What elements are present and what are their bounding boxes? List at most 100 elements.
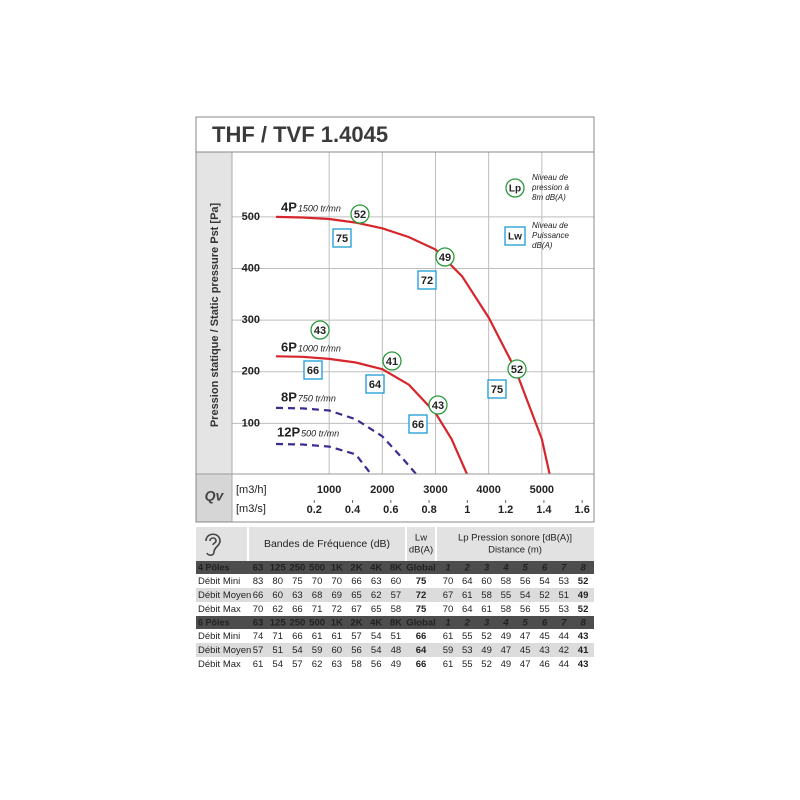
cell-value: 70	[443, 576, 454, 587]
x2-tick-label: 1.4	[536, 504, 552, 516]
cell-value: 56	[520, 576, 531, 587]
lw-marker	[417, 270, 437, 290]
table-row	[196, 657, 594, 671]
cell-value: 43	[539, 645, 550, 656]
group-name: 4 Pôles	[198, 562, 230, 572]
lp-marker	[507, 359, 527, 379]
cell-value: 47	[501, 645, 512, 656]
cell-value: 49	[501, 631, 512, 642]
series-name: 6P	[281, 339, 297, 354]
cell-value: 65	[351, 590, 362, 601]
column-header: 1K	[331, 618, 343, 629]
x2-tick-label: 1	[464, 504, 470, 516]
qv-panel	[196, 474, 232, 522]
lw-marker	[303, 360, 323, 380]
column-header: 6	[542, 563, 548, 574]
column-header: 5	[523, 618, 529, 629]
cell-value: 57	[351, 631, 362, 642]
column-header: 8	[580, 618, 586, 629]
cell-value: 47	[520, 631, 531, 642]
table-row	[196, 588, 594, 602]
cell-value: 61	[443, 631, 454, 642]
cell-value: 62	[272, 604, 283, 615]
cell-value: 57	[391, 590, 402, 601]
legend-text: Puissance	[532, 231, 569, 240]
cell-value: 52	[539, 590, 550, 601]
column-header: Global	[406, 563, 436, 574]
x2-tick-label: 0.2	[307, 504, 322, 516]
ear-shape	[209, 537, 217, 546]
y-tick-label: 200	[242, 366, 260, 378]
cell-value: 72	[416, 590, 427, 601]
cell-value: 41	[578, 645, 589, 656]
cell-value: 67	[351, 604, 362, 615]
cell-value: 71	[312, 604, 323, 615]
curve	[275, 355, 469, 476]
cell-value: 48	[391, 645, 402, 656]
table-header	[196, 527, 594, 561]
cell-value: 51	[272, 645, 283, 656]
lp-value: 43	[314, 325, 326, 337]
cell-value: 54	[520, 590, 531, 601]
cell-value: 61	[462, 590, 473, 601]
lp-value: 52	[511, 364, 523, 376]
x2-tick-label: 1.6	[575, 504, 590, 516]
lw-marker	[365, 374, 385, 394]
column-header: 125	[270, 563, 287, 574]
lw-title: dB(A)	[409, 545, 433, 556]
series-name: 4P	[281, 199, 297, 214]
cell-value: 70	[443, 604, 454, 615]
y-tick-label: 500	[242, 211, 260, 223]
column-header: 7	[561, 618, 567, 629]
cell-value: 43	[578, 659, 589, 670]
curve	[275, 215, 551, 476]
lp-value: 41	[386, 356, 398, 368]
cell-value: 54	[371, 645, 382, 656]
cell-value: 80	[272, 576, 283, 587]
column-header: 125	[270, 618, 287, 629]
x2-tick-label: 0.4	[345, 504, 361, 516]
cell-value: 60	[332, 645, 343, 656]
series-speed: 1000 tr/mn	[298, 343, 341, 353]
cell-value: 61	[443, 659, 454, 670]
lw-value: 66	[412, 419, 424, 431]
x2-tick-label: 0.6	[383, 504, 398, 516]
column-header: 4	[502, 618, 509, 629]
legend-text: pression à	[531, 183, 569, 192]
column-header: 2K	[350, 563, 362, 574]
cell-value: 75	[416, 576, 427, 587]
cell-value: 55	[462, 631, 473, 642]
column-header: 6	[542, 618, 548, 629]
column-header: 2	[464, 618, 471, 629]
cell-value: 64	[462, 576, 473, 587]
column-header: 4K	[370, 618, 382, 629]
legend-text: Niveau de	[532, 173, 569, 182]
row-label: Débit Max	[198, 659, 241, 670]
lp-title: Distance (m)	[488, 545, 542, 556]
cell-value: 56	[520, 604, 531, 615]
cell-value: 65	[371, 604, 382, 615]
column-header: 2K	[350, 618, 362, 629]
cell-value: 70	[253, 604, 264, 615]
cell-value: 66	[253, 590, 264, 601]
cell-value: 63	[332, 659, 343, 670]
x-tick-label: 2000	[370, 484, 394, 496]
cell-value: 72	[332, 604, 343, 615]
lp-value: 49	[439, 252, 451, 264]
cell-value: 59	[312, 645, 323, 656]
cell-value: 58	[351, 659, 362, 670]
cell-value: 47	[520, 659, 531, 670]
y-tick-label: 400	[242, 262, 260, 274]
lp-marker	[350, 204, 370, 224]
group-header	[196, 616, 594, 629]
cell-value: 55	[462, 659, 473, 670]
cell-value: 42	[559, 645, 570, 656]
cell-value: 54	[371, 631, 382, 642]
lw-marker	[332, 228, 352, 248]
bands-title: Bandes de Fréquence (dB)	[264, 538, 390, 550]
cell-value: 49	[391, 659, 402, 670]
legend-text: 8m dB(A)	[532, 193, 566, 202]
column-header: 250	[289, 618, 305, 629]
column-header: 3	[484, 618, 490, 629]
